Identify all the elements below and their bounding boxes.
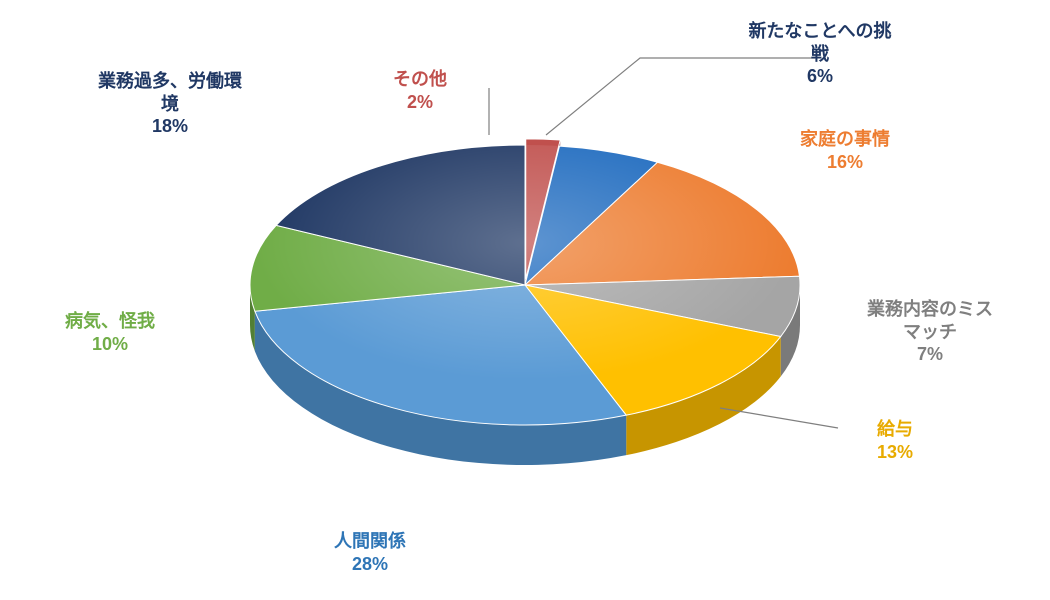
pie-label-name: その他 [360,68,480,91]
pie-label: 給与13% [835,418,955,463]
pie-label-name: 新たなことへの挑 戦 [715,20,925,65]
pie-chart-3d: その他2% 新たなことへの挑 戦6% 家庭の事情16% 業務内容のミス マッチ7% 給与… [0,0,1050,600]
pie-label-name: 給与 [835,418,955,441]
pie-label-percent: 6% [715,65,925,88]
pie-label: その他2% [360,68,480,113]
pie-label-name: 業務過多、労働環 境 [65,70,275,115]
pie-label-percent: 13% [835,441,955,464]
pie-label-name: 家庭の事情 [760,128,930,151]
pie-label-percent: 16% [760,151,930,174]
pie-label-percent: 2% [360,91,480,114]
leader-line [720,408,838,428]
pie-label: 家庭の事情16% [760,128,930,173]
pie-label-percent: 10% [25,333,195,356]
pie-label-name: 病気、怪我 [25,310,195,333]
pie-label-percent: 7% [835,343,1025,366]
pie-label-name: 業務内容のミス マッチ [835,298,1025,343]
pie-label-percent: 28% [285,553,455,576]
pie-label: 人間関係28% [285,530,455,575]
pie-label: 業務過多、労働環 境18% [65,70,275,138]
pie-label: 病気、怪我10% [25,310,195,355]
pie-label: 新たなことへの挑 戦6% [715,20,925,88]
pie-label-percent: 18% [65,115,275,138]
pie-label: 業務内容のミス マッチ7% [835,298,1025,366]
pie-label-name: 人間関係 [285,530,455,553]
